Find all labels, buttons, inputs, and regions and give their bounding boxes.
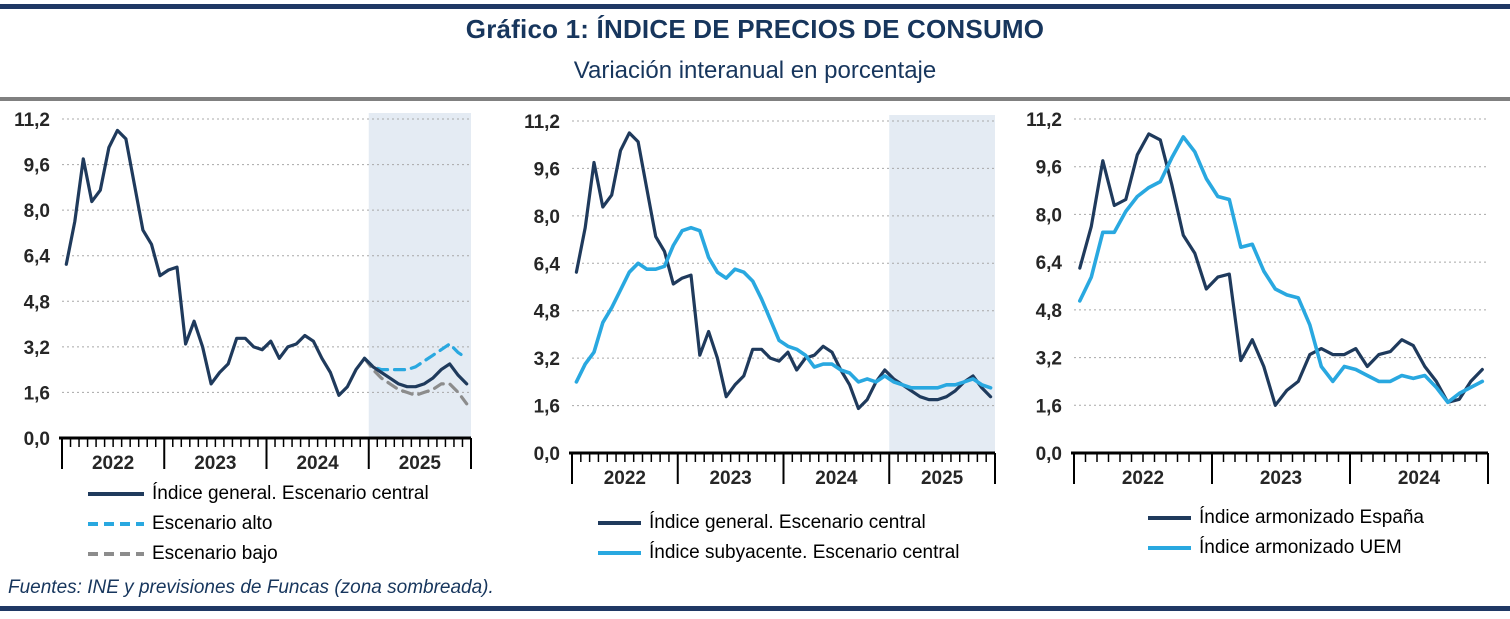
chart-ipc-general-escenarios: 0,0 1,6 3,2 4,8 6,4 8,0 9,6 11,2 2022 2023 2024 202… — [14, 110, 472, 474]
legend-item: Índice armonizado España — [1148, 507, 1424, 529]
legend-label: Índice general. Escenario central — [649, 512, 926, 533]
legend-item: Índice subyacente. Escenario central — [598, 542, 960, 564]
series-line — [64, 128, 469, 397]
x-axis-year-label: 2022 — [604, 468, 646, 488]
series-line — [1078, 132, 1484, 407]
legend-line-sample — [598, 551, 641, 555]
x-axis-year-label: 2024 — [815, 468, 858, 488]
x-axis-year-label: 2024 — [1398, 468, 1441, 488]
y-axis-tick-label: 3,2 — [24, 338, 50, 359]
legend-item: Escenario alto — [88, 513, 429, 535]
top-rule — [0, 4, 1510, 9]
y-axis-tick-label: 3,2 — [1036, 349, 1062, 370]
legend-item: Índice general. Escenario central — [598, 512, 960, 534]
legend-line-sample — [1148, 546, 1191, 550]
chart-ipc-general-subyacente: 0,0 1,6 3,2 4,8 6,4 8,0 9,6 11,2 2022 2023 2024 202… — [524, 112, 996, 488]
x-axis-year-label: 2025 — [399, 453, 442, 474]
legend-line-sample — [88, 492, 144, 496]
y-axis-tick-label: 9,6 — [1036, 158, 1062, 179]
series-line — [1078, 135, 1485, 405]
x-axis-year-label: 2022 — [1122, 468, 1164, 488]
bottom-rule — [0, 606, 1510, 611]
figure-title: Gráfico 1: ÍNDICE DE PRECIOS DE CONSUMO — [465, 14, 1045, 44]
y-axis-tick-label: 6,4 — [24, 247, 51, 268]
y-axis-tick-label: 8,0 — [534, 207, 560, 228]
series-line — [574, 131, 993, 411]
legend-label: Escenario bajo — [152, 543, 278, 564]
legend-ipc-general-subyacente: Índice general. Escenario central Índice … — [598, 512, 960, 572]
header-divider — [0, 97, 1510, 101]
y-axis-tick-label: 0,0 — [1036, 444, 1062, 465]
y-axis-tick-label: 3,2 — [534, 349, 560, 370]
series-line — [362, 356, 469, 406]
legend-label: Índice armonizado España — [1199, 507, 1424, 528]
y-axis-tick-label: 11,2 — [1026, 110, 1062, 131]
y-axis-tick-label: 4,8 — [1036, 301, 1062, 322]
legend-label: Índice armonizado UEM — [1199, 537, 1402, 558]
y-axis-tick-label: 1,6 — [24, 383, 50, 404]
legend-line-sample — [1148, 516, 1191, 520]
y-axis-tick-label: 8,0 — [1036, 205, 1062, 226]
legend-line-sample — [88, 552, 144, 556]
series-line — [574, 225, 993, 390]
y-axis-tick-label: 4,8 — [24, 292, 50, 313]
legend-item: Índice armonizado UEM — [1148, 537, 1424, 559]
figure-subtitle: Variación interanual en porcentaje — [573, 57, 937, 84]
legend-item: Índice general. Escenario central — [88, 483, 429, 505]
legend-label: Índice general. Escenario central — [152, 483, 429, 504]
y-axis-tick-label: 8,0 — [24, 201, 50, 222]
x-axis-year-label: 2023 — [709, 468, 751, 488]
x-axis-year-label: 2023 — [1260, 468, 1302, 488]
legend-label: Índice subyacente. Escenario central — [649, 542, 960, 563]
legend-label: Escenario alto — [152, 513, 273, 534]
x-axis-year-label: 2022 — [92, 453, 134, 474]
y-axis-tick-label: 6,4 — [1036, 253, 1063, 274]
y-axis-tick-label: 11,2 — [14, 110, 50, 131]
y-axis-tick-label: 6,4 — [534, 254, 561, 275]
y-axis-tick-label: 9,6 — [534, 159, 560, 180]
y-axis-tick-label: 0,0 — [534, 444, 560, 465]
forecast-shaded-region — [889, 115, 995, 453]
legend-line-sample — [598, 521, 641, 525]
source-note: Fuentes: INE y previsiones de Funcas (zo… — [8, 577, 494, 598]
x-axis-year-label: 2025 — [921, 468, 964, 488]
y-axis-tick-label: 4,8 — [534, 302, 560, 323]
legend-item: Escenario bajo — [88, 543, 429, 565]
y-axis-tick-label: 11,2 — [524, 112, 560, 133]
series-line — [362, 342, 469, 372]
x-axis-year-label: 2023 — [194, 453, 236, 474]
legend-line-sample — [88, 522, 144, 526]
chart-ipc-armonizado-espana-uem: 0,0 1,6 3,2 4,8 6,4 8,0 9,6 11,2 2022 2023 2024 — [1026, 110, 1489, 488]
y-axis-tick-label: 1,6 — [1036, 396, 1062, 417]
y-axis-tick-label: 1,6 — [534, 397, 560, 418]
legend-ipc-armonizado-espana-uem: Índice armonizado España Índice armonizad… — [1148, 507, 1424, 567]
y-axis-tick-label: 0,0 — [24, 429, 50, 450]
x-axis-year-label: 2024 — [296, 453, 339, 474]
legend-ipc-general-escenarios: Índice general. Escenario central Escenar… — [88, 483, 429, 573]
y-axis-tick-label: 9,6 — [24, 156, 50, 177]
